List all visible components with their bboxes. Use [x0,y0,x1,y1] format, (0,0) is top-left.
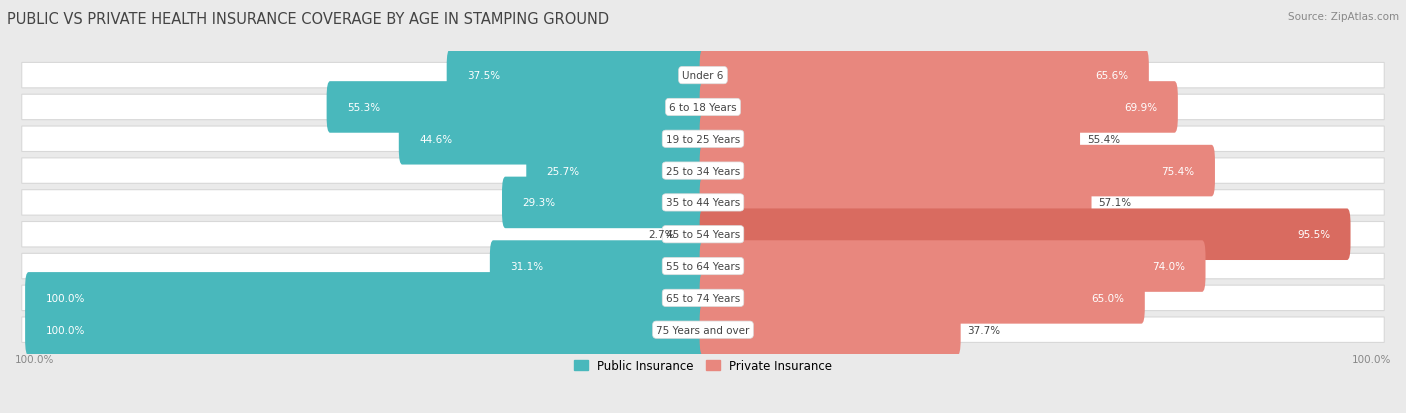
Text: 100.0%: 100.0% [15,354,55,364]
FancyBboxPatch shape [21,127,1385,152]
FancyBboxPatch shape [700,273,1144,324]
FancyBboxPatch shape [700,177,1091,229]
FancyBboxPatch shape [700,114,1080,165]
FancyBboxPatch shape [21,222,1385,247]
Text: 65 to 74 Years: 65 to 74 Years [666,293,740,303]
Text: 25.7%: 25.7% [547,166,579,176]
Text: 57.1%: 57.1% [1098,198,1132,208]
Text: Under 6: Under 6 [682,71,724,81]
FancyBboxPatch shape [700,209,1351,260]
Text: 55.4%: 55.4% [1087,135,1121,145]
Text: 2.7%: 2.7% [648,230,675,240]
Text: PUBLIC VS PRIVATE HEALTH INSURANCE COVERAGE BY AGE IN STAMPING GROUND: PUBLIC VS PRIVATE HEALTH INSURANCE COVER… [7,12,609,27]
FancyBboxPatch shape [25,304,706,356]
FancyBboxPatch shape [700,145,1215,197]
Text: 44.6%: 44.6% [419,135,453,145]
Text: 100.0%: 100.0% [45,293,84,303]
FancyBboxPatch shape [21,285,1385,311]
FancyBboxPatch shape [21,254,1385,279]
FancyBboxPatch shape [25,273,706,324]
Text: 55.3%: 55.3% [347,103,380,113]
FancyBboxPatch shape [21,190,1385,216]
Text: 75.4%: 75.4% [1161,166,1195,176]
FancyBboxPatch shape [21,317,1385,343]
FancyBboxPatch shape [399,114,706,165]
Text: Source: ZipAtlas.com: Source: ZipAtlas.com [1288,12,1399,22]
FancyBboxPatch shape [700,82,1178,133]
Text: 35 to 44 Years: 35 to 44 Years [666,198,740,208]
Text: 31.1%: 31.1% [510,261,543,271]
Text: 6 to 18 Years: 6 to 18 Years [669,103,737,113]
FancyBboxPatch shape [326,82,706,133]
FancyBboxPatch shape [447,50,706,102]
FancyBboxPatch shape [502,177,706,229]
Text: 69.9%: 69.9% [1125,103,1157,113]
Text: 75 Years and over: 75 Years and over [657,325,749,335]
FancyBboxPatch shape [526,145,706,197]
Text: 100.0%: 100.0% [45,325,84,335]
Text: 65.0%: 65.0% [1091,293,1125,303]
Text: 65.6%: 65.6% [1095,71,1129,81]
FancyBboxPatch shape [682,209,706,260]
Text: 25 to 34 Years: 25 to 34 Years [666,166,740,176]
FancyBboxPatch shape [21,95,1385,120]
FancyBboxPatch shape [21,63,1385,89]
FancyBboxPatch shape [21,159,1385,184]
Text: 74.0%: 74.0% [1153,261,1185,271]
FancyBboxPatch shape [489,241,706,292]
Text: 45 to 54 Years: 45 to 54 Years [666,230,740,240]
FancyBboxPatch shape [700,304,960,356]
Text: 37.5%: 37.5% [467,71,501,81]
FancyBboxPatch shape [700,50,1149,102]
Text: 29.3%: 29.3% [522,198,555,208]
Text: 55 to 64 Years: 55 to 64 Years [666,261,740,271]
Legend: Public Insurance, Private Insurance: Public Insurance, Private Insurance [574,359,832,372]
Text: 100.0%: 100.0% [1351,354,1391,364]
Text: 37.7%: 37.7% [967,325,1001,335]
FancyBboxPatch shape [700,241,1205,292]
Text: 95.5%: 95.5% [1298,230,1330,240]
Text: 19 to 25 Years: 19 to 25 Years [666,135,740,145]
